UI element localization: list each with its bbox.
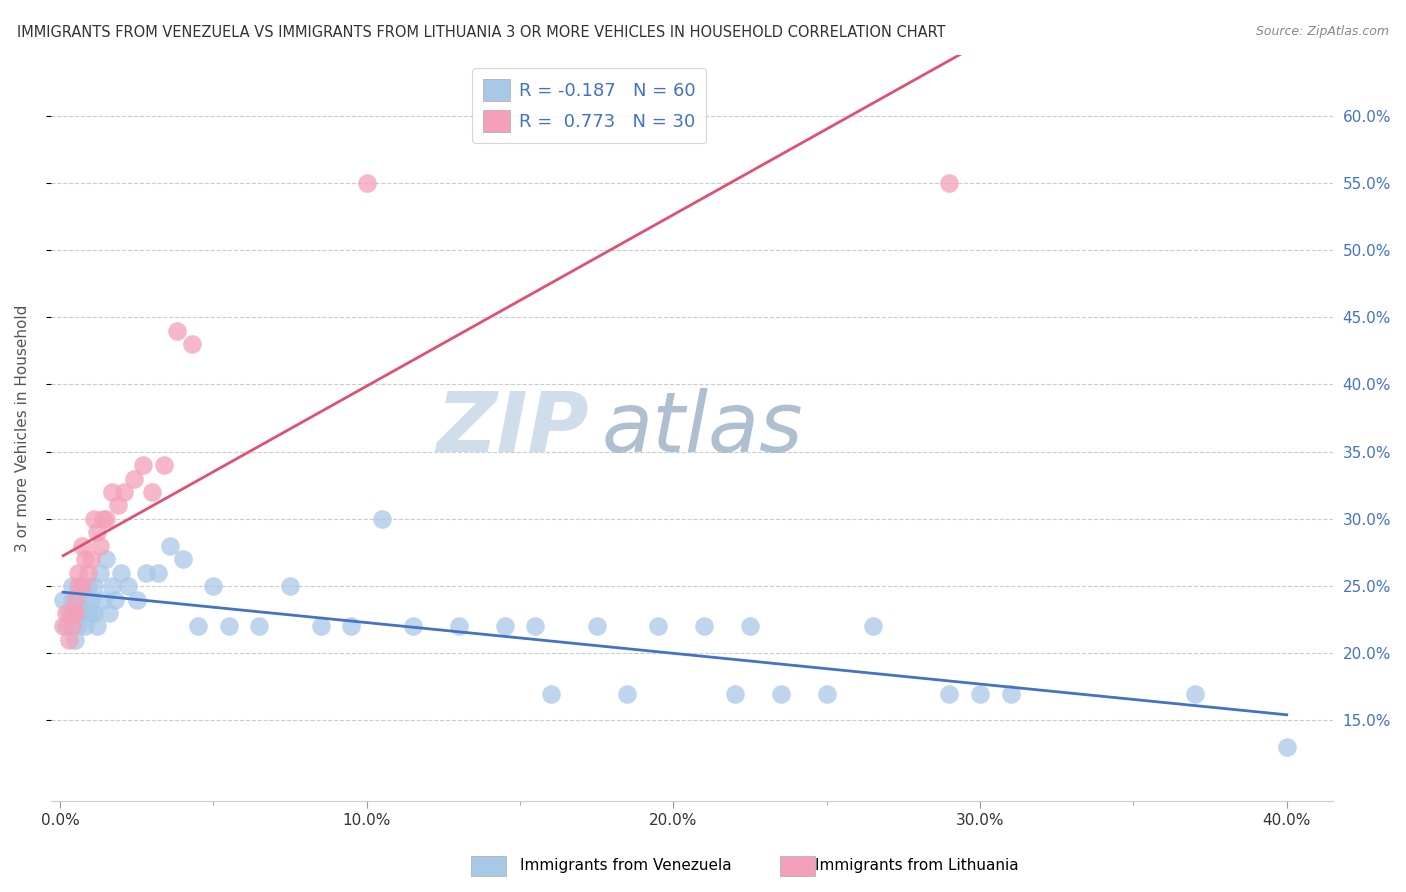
Text: Immigrants from Lithuania: Immigrants from Lithuania	[815, 858, 1019, 872]
Text: Source: ZipAtlas.com: Source: ZipAtlas.com	[1256, 25, 1389, 38]
Point	[70, 606, 93, 620]
Point	[938, 687, 960, 701]
Point	[83, 512, 105, 526]
Point	[1000, 687, 1022, 701]
Point	[58, 632, 80, 647]
Point	[76, 606, 98, 620]
Text: ZIP: ZIP	[437, 388, 589, 468]
Point	[70, 539, 93, 553]
Point	[70, 579, 93, 593]
Point	[80, 606, 103, 620]
Point	[969, 687, 991, 701]
Point	[65, 606, 87, 620]
Point	[73, 619, 96, 633]
Point	[73, 592, 96, 607]
Point	[218, 619, 240, 633]
Point	[94, 552, 117, 566]
Point	[141, 485, 163, 500]
Point	[65, 606, 87, 620]
Point	[356, 176, 378, 190]
Point	[738, 619, 761, 633]
Point	[60, 579, 83, 593]
Text: Immigrants from Venezuela: Immigrants from Venezuela	[520, 858, 733, 872]
Point	[70, 579, 93, 593]
Point	[180, 337, 202, 351]
Point	[76, 579, 98, 593]
Point	[101, 485, 124, 500]
Legend: R = -0.187   N = 60, R =  0.773   N = 30: R = -0.187 N = 60, R = 0.773 N = 30	[472, 68, 706, 143]
Point	[65, 632, 87, 647]
Point	[340, 619, 363, 633]
Point	[135, 566, 157, 580]
Point	[76, 566, 98, 580]
Point	[83, 606, 105, 620]
Point	[91, 592, 114, 607]
Point	[94, 512, 117, 526]
Point	[616, 687, 638, 701]
Point	[86, 619, 108, 633]
Point	[67, 592, 90, 607]
Point	[52, 592, 75, 607]
Point	[146, 566, 169, 580]
Point	[55, 619, 77, 633]
Point	[55, 606, 77, 620]
Point	[647, 619, 669, 633]
Point	[91, 512, 114, 526]
Text: atlas: atlas	[602, 388, 804, 468]
Point	[107, 499, 129, 513]
Point	[80, 552, 103, 566]
Point	[172, 552, 194, 566]
Point	[58, 606, 80, 620]
Point	[67, 579, 90, 593]
Point	[1184, 687, 1206, 701]
Point	[938, 176, 960, 190]
Point	[540, 687, 562, 701]
Point	[65, 592, 87, 607]
Point	[247, 619, 270, 633]
Point	[769, 687, 792, 701]
Point	[83, 579, 105, 593]
Text: IMMIGRANTS FROM VENEZUELA VS IMMIGRANTS FROM LITHUANIA 3 OR MORE VEHICLES IN HOU: IMMIGRANTS FROM VENEZUELA VS IMMIGRANTS …	[17, 25, 945, 40]
Point	[815, 687, 838, 701]
Point	[585, 619, 607, 633]
Y-axis label: 3 or more Vehicles in Household: 3 or more Vehicles in Household	[15, 304, 30, 552]
Point	[371, 512, 394, 526]
Point	[1275, 740, 1298, 755]
Point	[724, 687, 747, 701]
Point	[122, 471, 145, 485]
Point	[524, 619, 547, 633]
Point	[125, 592, 148, 607]
Point	[309, 619, 332, 633]
Point	[114, 485, 136, 500]
Point	[117, 579, 139, 593]
Point	[60, 606, 83, 620]
Point	[86, 525, 108, 540]
Point	[153, 458, 176, 472]
Point	[187, 619, 209, 633]
Point	[202, 579, 225, 593]
Point	[132, 458, 155, 472]
Point	[101, 579, 124, 593]
Point	[60, 619, 83, 633]
Point	[494, 619, 516, 633]
Point	[73, 552, 96, 566]
Point	[60, 592, 83, 607]
Point	[98, 606, 121, 620]
Point	[52, 619, 75, 633]
Point	[67, 566, 90, 580]
Point	[447, 619, 470, 633]
Point	[80, 592, 103, 607]
Point	[110, 566, 132, 580]
Point	[166, 324, 188, 338]
Point	[862, 619, 884, 633]
Point	[89, 539, 111, 553]
Point	[402, 619, 425, 633]
Point	[693, 619, 716, 633]
Point	[278, 579, 301, 593]
Point	[67, 619, 90, 633]
Point	[104, 592, 127, 607]
Point	[159, 539, 181, 553]
Point	[89, 566, 111, 580]
